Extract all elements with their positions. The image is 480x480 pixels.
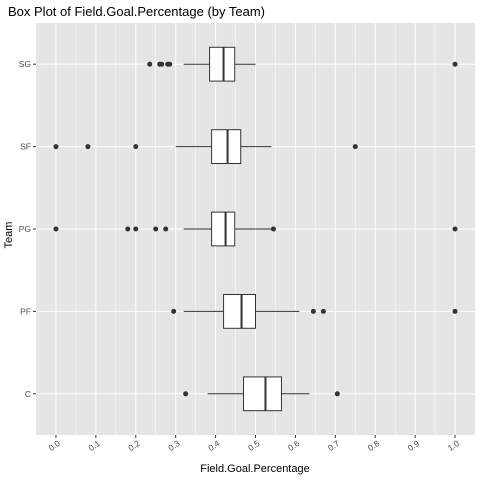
outlier-point bbox=[167, 61, 173, 67]
outlier-point bbox=[452, 61, 458, 67]
y-tick-label: SG bbox=[19, 59, 31, 69]
y-tick-label: SF bbox=[20, 142, 31, 152]
box-iqr bbox=[211, 129, 242, 164]
x-tick-label: 0.7 bbox=[326, 438, 342, 453]
outlier-point bbox=[334, 391, 340, 397]
box-iqr bbox=[211, 211, 236, 247]
box-iqr bbox=[223, 294, 256, 329]
outlier-point bbox=[153, 226, 159, 232]
x-tick-label: 0.2 bbox=[126, 438, 142, 453]
outlier-point bbox=[125, 226, 131, 232]
y-tick-label: PF bbox=[20, 306, 31, 316]
x-tick-label: 0.4 bbox=[206, 438, 222, 453]
outlier-point bbox=[147, 61, 153, 67]
box-pf bbox=[171, 294, 458, 329]
x-tick-label: 0.8 bbox=[366, 438, 382, 453]
box-c bbox=[183, 376, 340, 412]
outlier-point bbox=[270, 226, 276, 232]
y-axis-title: Team bbox=[3, 222, 15, 249]
outlier-point bbox=[320, 308, 326, 314]
box-iqr bbox=[243, 376, 282, 412]
x-tick-label: 0.5 bbox=[246, 438, 262, 453]
outlier-point bbox=[85, 144, 91, 150]
y-axis: C PF PG SF SG bbox=[19, 59, 36, 399]
outlier-point bbox=[159, 61, 165, 67]
outlier-point bbox=[452, 226, 458, 232]
outlier-point bbox=[352, 144, 358, 150]
boxes bbox=[53, 46, 458, 412]
x-tick-label: 0.1 bbox=[86, 438, 102, 453]
outlier-point bbox=[133, 144, 139, 150]
box-iqr bbox=[209, 46, 236, 82]
y-tick-label: C bbox=[25, 389, 31, 399]
outlier-point bbox=[183, 391, 189, 397]
y-tick-label: PG bbox=[19, 224, 31, 234]
box-sf bbox=[53, 129, 358, 164]
x-tick-label: 0.9 bbox=[406, 438, 422, 453]
x-axis: 0.0 0.1 0.2 0.3 0.4 0.5 0.6 0.7 0.8 0.9 1.0 bbox=[47, 435, 462, 453]
outlier-point bbox=[53, 144, 59, 150]
outlier-point bbox=[53, 226, 59, 232]
x-tick-label: 0.6 bbox=[286, 438, 302, 453]
x-tick-label: 0.3 bbox=[166, 438, 182, 453]
box-pg bbox=[53, 211, 458, 247]
outlier-point bbox=[310, 308, 316, 314]
x-axis-title: Field.Goal.Percentage bbox=[200, 463, 309, 475]
x-tick-label: 0.0 bbox=[47, 438, 63, 453]
box-sg bbox=[147, 46, 458, 82]
outlier-point bbox=[163, 226, 169, 232]
outlier-point bbox=[452, 308, 458, 314]
outlier-point bbox=[133, 226, 139, 232]
outlier-point bbox=[171, 308, 177, 314]
x-tick-label: 1.0 bbox=[446, 438, 462, 453]
chart-title: Box Plot of Field.Goal.Percentage (by Te… bbox=[8, 4, 265, 19]
